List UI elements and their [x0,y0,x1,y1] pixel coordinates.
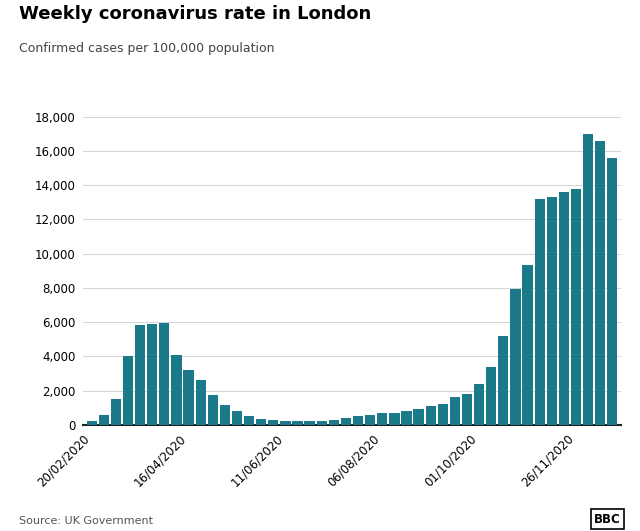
Bar [220,405,230,425]
Text: Source: UK Government: Source: UK Government [19,516,153,526]
Bar [329,419,339,425]
Bar [280,421,291,425]
Bar [111,399,121,425]
Text: Weekly coronavirus rate in London: Weekly coronavirus rate in London [19,5,371,23]
Bar [292,421,303,425]
Bar [340,418,351,425]
Bar [498,336,509,425]
Bar [413,409,424,425]
Bar [438,404,448,425]
Bar [522,265,532,425]
Bar [401,411,412,425]
Bar [571,189,581,425]
Bar [426,406,436,425]
Bar [147,324,157,425]
Bar [474,384,484,425]
Bar [172,355,182,425]
Bar [86,422,97,425]
Bar [583,134,593,425]
Bar [510,289,520,425]
Bar [195,380,206,425]
Bar [268,419,278,425]
Bar [547,197,557,425]
Bar [256,419,266,425]
Bar [305,421,315,425]
Bar [377,413,387,425]
Text: Confirmed cases per 100,000 population: Confirmed cases per 100,000 population [19,42,275,55]
Bar [365,415,375,425]
Bar [123,356,133,425]
Bar [389,413,399,425]
Bar [317,421,327,425]
Bar [534,199,545,425]
Bar [353,416,363,425]
Bar [232,411,242,425]
Bar [559,192,569,425]
Bar [595,141,605,425]
Bar [207,395,218,425]
Bar [159,323,170,425]
Bar [135,325,145,425]
Bar [184,370,194,425]
Bar [99,415,109,425]
Bar [486,367,497,425]
Text: BBC: BBC [594,513,621,526]
Bar [462,394,472,425]
Bar [450,397,460,425]
Bar [607,158,618,425]
Bar [244,416,254,425]
